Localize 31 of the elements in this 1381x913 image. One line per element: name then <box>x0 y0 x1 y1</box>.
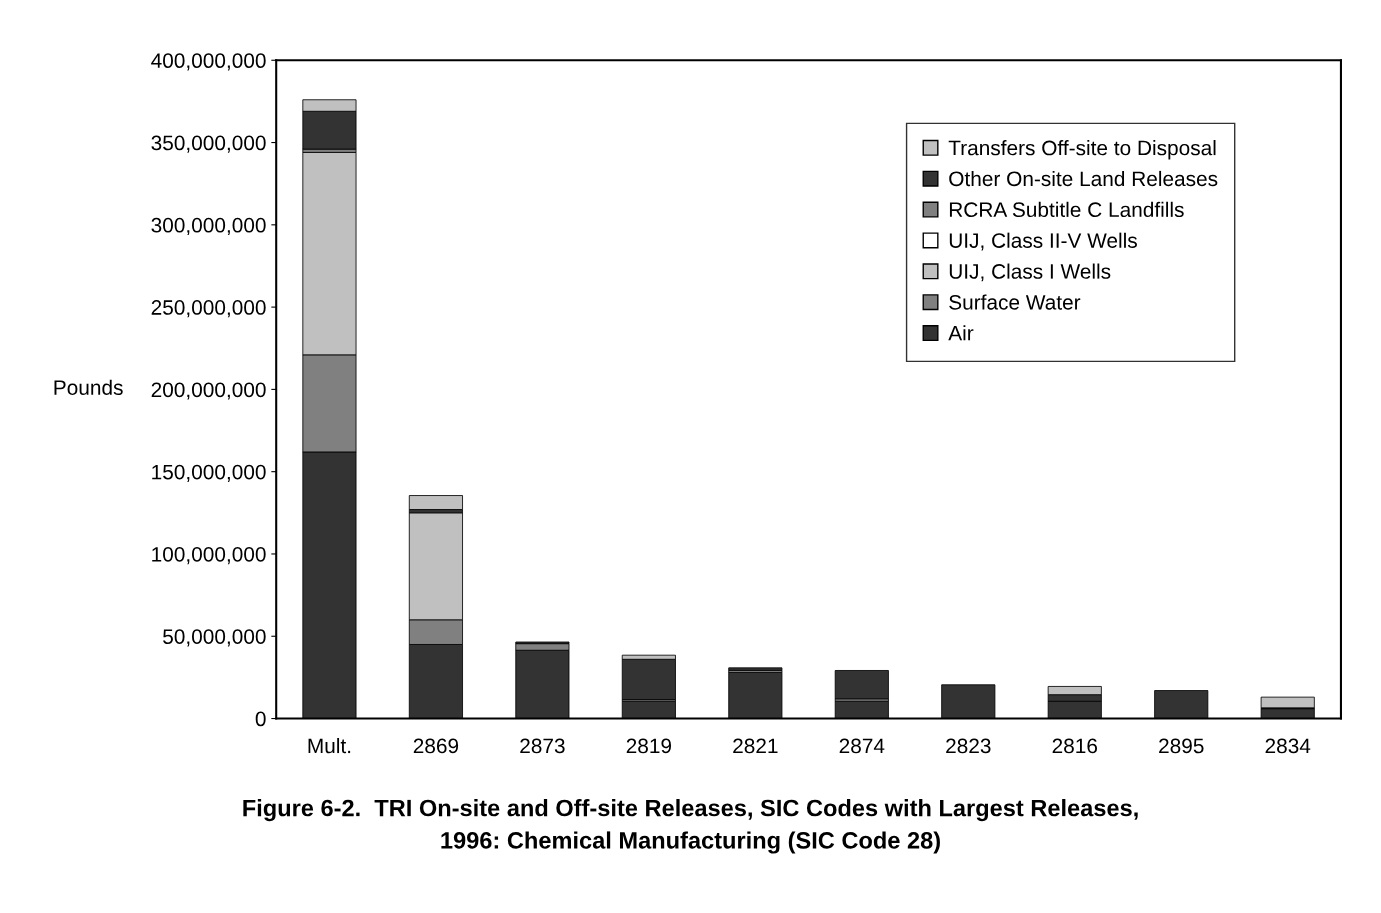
y-tick-label: 400,000,000 <box>151 53 266 71</box>
x-tick-label: Mult. <box>308 737 351 754</box>
y-axis-title: Pounds <box>54 379 123 395</box>
y-tick-label: 200,000,000 <box>151 382 266 400</box>
bar <box>408 495 463 510</box>
legend-label: UIJ, Class I Wells <box>949 263 1111 282</box>
y-tick-label: 50,000,000 <box>163 629 266 647</box>
bar <box>834 670 889 700</box>
legend-label: Other On-site Land Releases <box>949 170 1218 187</box>
y-tick-label: 0 <box>255 711 266 727</box>
x-tick-label: 2869 <box>413 738 459 754</box>
bar <box>621 658 676 701</box>
y-tick-label: 300,000,000 <box>151 217 266 236</box>
text: Figure 6-2. TRI On-site and Off-site Releases, SIC Codes with Largest Releases, 1996: Chemical Manufacturing (SIC Code 28) <box>243 799 1138 854</box>
y-tick-label: 100,000,000 <box>152 546 266 565</box>
legend-label: Air <box>948 325 974 341</box>
x-tick-label: 2816 <box>1052 738 1098 754</box>
legend-label: Surface Water <box>949 294 1081 310</box>
legend-label: Transfers Off-site to Disposal <box>948 140 1216 160</box>
x-tick-label: 2823 <box>946 738 991 754</box>
legend-label: UIJ, Class II-V Wells <box>949 232 1137 251</box>
x-tick-label: 2834 <box>1265 738 1311 754</box>
x-tick-label: 2819 <box>626 738 672 754</box>
x-tick-label: 2895 <box>1159 738 1204 754</box>
y-tick-label: 350,000,000 <box>151 135 266 153</box>
x-tick-label: 2821 <box>733 738 778 754</box>
x-tick-label: 2873 <box>520 738 565 754</box>
legend-label: RCRA Subtitle C Landfills <box>949 201 1184 218</box>
x-tick-label: 2874 <box>839 738 885 754</box>
y-tick-label: 150,000,000 <box>152 464 266 482</box>
y-tick-label: 250,000,000 <box>151 300 266 318</box>
